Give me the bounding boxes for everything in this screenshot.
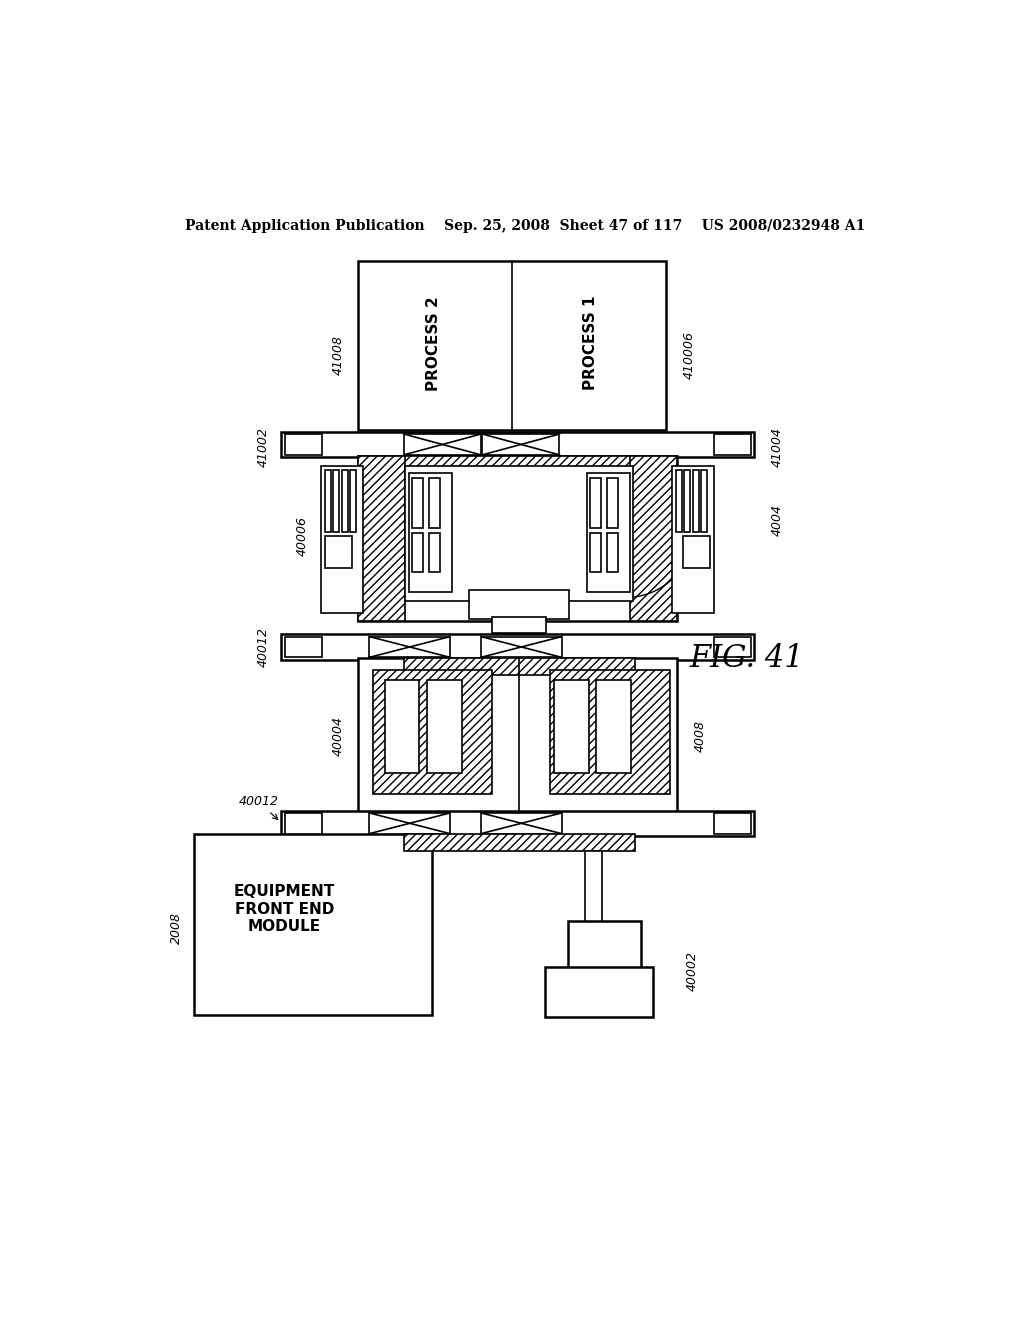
Bar: [568, 921, 641, 970]
Text: 41008: 41008: [332, 335, 345, 375]
Bar: [493, 616, 547, 634]
Text: 40012: 40012: [239, 795, 279, 820]
Bar: [357, 455, 406, 622]
Bar: [410, 473, 452, 591]
Bar: [683, 536, 711, 568]
Bar: [676, 470, 682, 532]
Bar: [672, 466, 714, 612]
Bar: [403, 455, 635, 478]
Text: 4008: 4008: [694, 719, 707, 752]
Bar: [585, 851, 602, 924]
Bar: [285, 813, 322, 834]
Bar: [413, 478, 423, 528]
Bar: [406, 466, 633, 601]
Text: 410006: 410006: [682, 331, 695, 379]
Bar: [692, 470, 698, 532]
Text: Patent Application Publication    Sep. 25, 2008  Sheet 47 of 117    US 2008/0232: Patent Application Publication Sep. 25, …: [184, 219, 865, 234]
Bar: [321, 466, 364, 612]
Bar: [550, 671, 670, 793]
Bar: [469, 590, 569, 619]
Bar: [429, 533, 440, 572]
Bar: [545, 966, 652, 1016]
Bar: [596, 681, 631, 774]
Bar: [281, 810, 755, 836]
Bar: [342, 470, 348, 532]
Bar: [385, 681, 419, 774]
Bar: [403, 659, 635, 675]
Text: 41002: 41002: [256, 428, 269, 467]
Bar: [350, 470, 356, 532]
Text: 4002: 4002: [618, 557, 701, 598]
Bar: [427, 681, 462, 774]
Bar: [357, 261, 666, 430]
Bar: [357, 659, 677, 812]
Bar: [285, 434, 322, 455]
Bar: [429, 478, 440, 528]
Bar: [357, 455, 677, 622]
Bar: [481, 813, 562, 834]
Bar: [370, 813, 451, 834]
Bar: [281, 432, 755, 457]
Bar: [607, 478, 617, 528]
Bar: [333, 470, 339, 532]
Bar: [684, 470, 690, 532]
Bar: [590, 478, 601, 528]
Text: PROCESS 2: PROCESS 2: [426, 296, 440, 391]
Bar: [285, 636, 322, 657]
Text: 4004: 4004: [771, 504, 783, 536]
Bar: [325, 470, 331, 532]
Text: 2008: 2008: [170, 912, 183, 944]
Bar: [281, 635, 755, 660]
Text: 40012: 40012: [256, 627, 269, 668]
Bar: [370, 636, 451, 657]
Bar: [373, 671, 493, 793]
Bar: [482, 434, 559, 455]
Text: EQUIPMENT
FRONT END
MODULE: EQUIPMENT FRONT END MODULE: [233, 884, 335, 935]
Bar: [676, 478, 692, 524]
Bar: [630, 455, 677, 622]
Text: 40006: 40006: [296, 516, 309, 556]
Bar: [607, 533, 617, 572]
Bar: [481, 636, 562, 657]
Bar: [403, 834, 635, 851]
Text: FIG. 41: FIG. 41: [689, 643, 804, 675]
Bar: [340, 478, 357, 524]
Bar: [714, 813, 752, 834]
Bar: [194, 834, 432, 1015]
Bar: [714, 434, 752, 455]
Bar: [701, 470, 708, 532]
Text: 41004: 41004: [771, 428, 783, 467]
Bar: [413, 533, 423, 572]
Bar: [587, 473, 630, 591]
Bar: [325, 536, 351, 568]
Text: 40002: 40002: [686, 950, 699, 991]
Text: PROCESS 1: PROCESS 1: [583, 296, 598, 391]
Text: 40004: 40004: [332, 715, 345, 756]
Bar: [590, 533, 601, 572]
Bar: [714, 636, 752, 657]
Bar: [587, 473, 630, 591]
Bar: [403, 434, 481, 455]
Bar: [554, 681, 589, 774]
